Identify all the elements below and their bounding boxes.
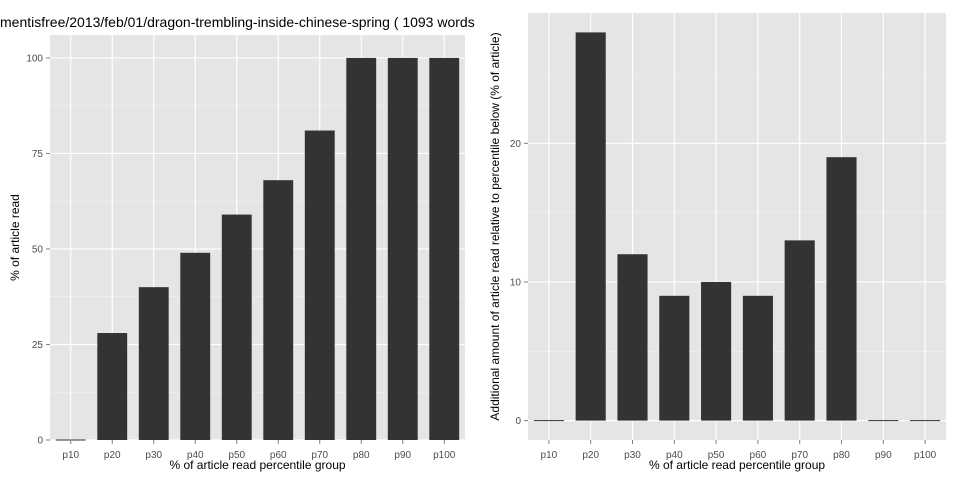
y-tick-label: 20 [510,139,522,150]
x-tick-label: p40 [187,450,204,461]
x-tick-label: p20 [582,450,599,461]
x-axis-label: % of article read percentile group [169,458,345,472]
x-tick-label: p80 [353,450,370,461]
x-axis-label: % of article read percentile group [649,458,825,472]
x-tick-label: p30 [624,450,641,461]
y-tick-label: 75 [32,149,44,160]
y-tick-label: 0 [37,436,43,447]
bar [304,130,335,441]
y-tick-label: 0 [515,416,521,427]
x-tick-label: p60 [750,450,767,461]
bar [742,295,773,421]
bar [784,240,815,421]
x-tick-label: p60 [270,450,287,461]
bar [221,214,252,440]
y-axis-label: Additional amount of article read relati… [488,32,502,420]
x-tick-label: p10 [62,450,79,461]
bar [826,157,857,421]
x-tick-label: p70 [791,450,808,461]
y-tick-label: 100 [26,53,43,64]
bar [180,252,211,440]
x-tick-label: p90 [875,450,892,461]
bar [910,420,941,422]
x-tick-label: p40 [666,450,683,461]
x-tick-label: p80 [833,450,850,461]
bar [701,281,732,421]
bar [617,254,648,421]
x-tick-label: p70 [311,450,328,461]
x-tick-label: p30 [145,450,162,461]
x-tick-label: p90 [394,450,411,461]
bar [138,287,169,440]
bar [263,180,294,441]
y-axis-label: % of article read [8,194,22,281]
bar [97,333,128,440]
bar [346,57,377,440]
x-tick-label: p50 [708,450,725,461]
x-tick-label: p100 [914,450,937,461]
x-tick-label: p50 [228,450,245,461]
x-tick-label: p100 [433,450,456,461]
chart-right: 0 10 20 p10 p20 p30 p40 p50 p60 p70 p80 p90 p100 % of… [488,13,946,472]
chart-title: mentisfree/2013/feb/01/dragon-trembling-… [0,14,475,30]
bar [868,420,899,422]
bar [387,57,418,440]
bar [429,57,460,440]
y-tick-label: 50 [32,244,44,255]
y-tick-label: 25 [32,340,44,351]
bar [533,420,564,422]
bar [659,295,690,421]
y-tick-label: 10 [510,277,522,288]
bar [575,32,606,421]
x-tick-label: p20 [104,450,121,461]
chart-left: 0 25 50 75 100 p10 p20 p30 p40 p50 p60 p70 p80 p90 p10… [8,35,465,472]
x-tick-label: p10 [541,450,558,461]
